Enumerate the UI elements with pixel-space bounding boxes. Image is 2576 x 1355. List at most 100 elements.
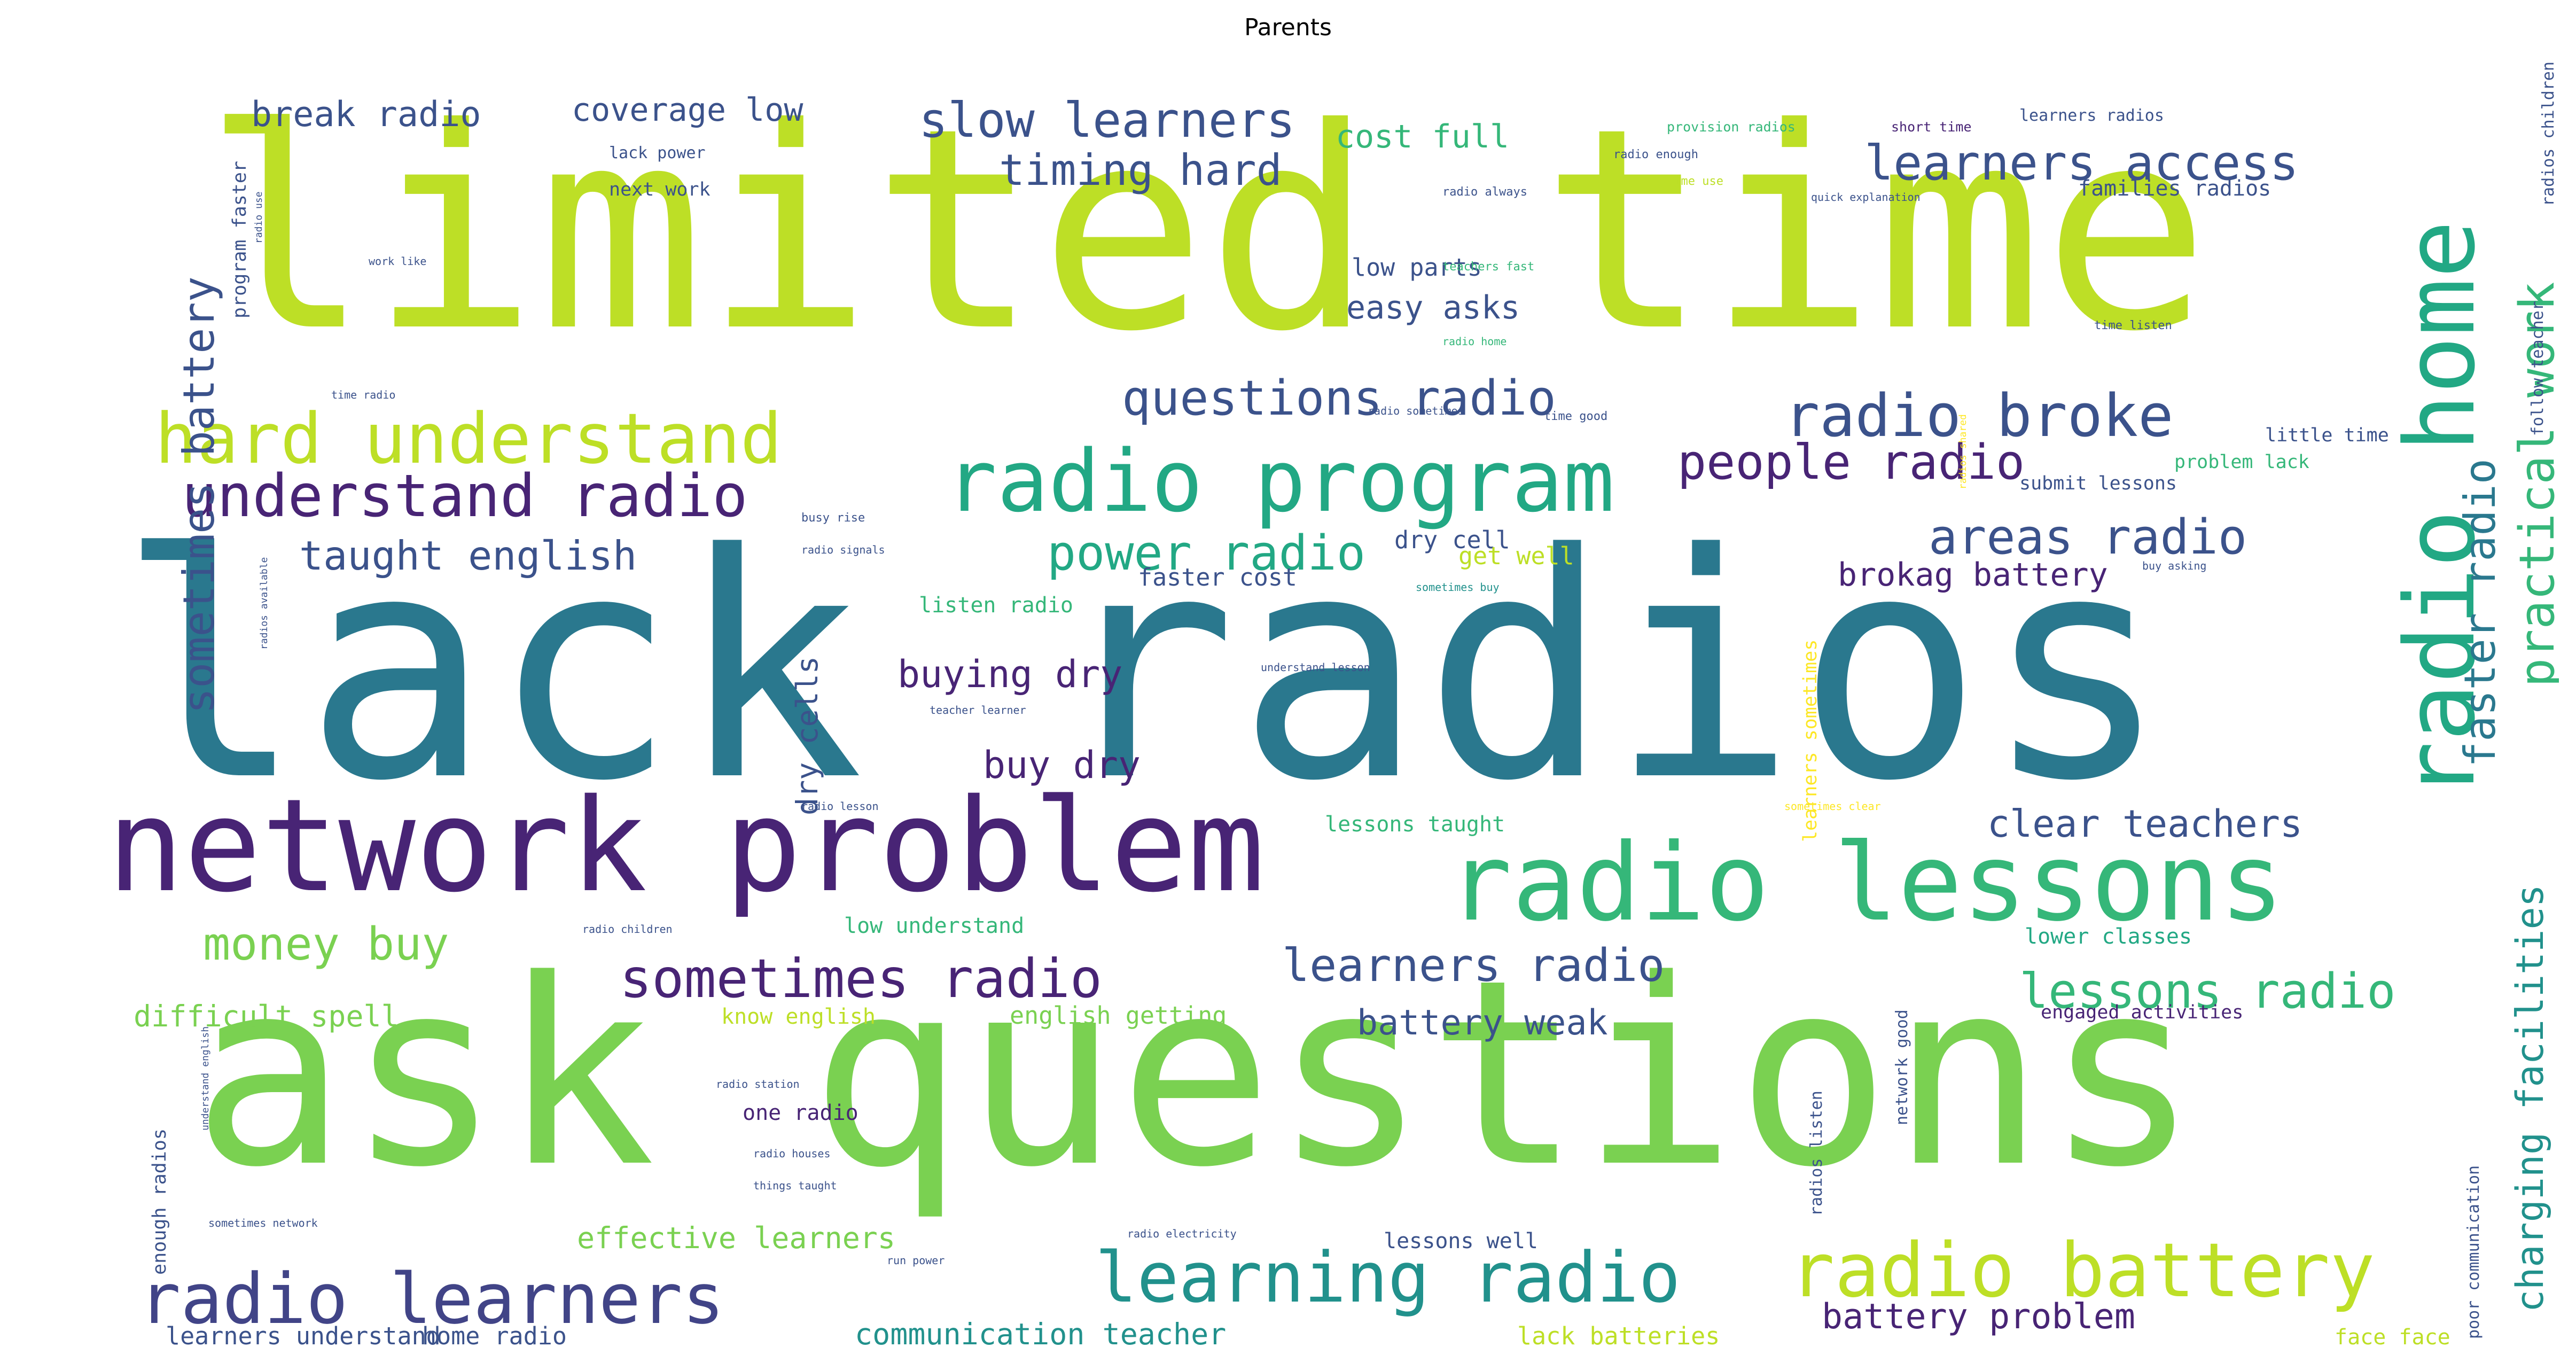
cloud-word: families radios bbox=[2078, 176, 2271, 201]
cloud-word: quick explanation bbox=[1811, 191, 1921, 204]
cloud-word: effective learners bbox=[577, 1221, 895, 1255]
cloud-word: dry cell bbox=[1394, 526, 1510, 554]
cloud-word: low parts bbox=[1352, 253, 1482, 282]
cloud-word: radios children bbox=[2539, 61, 2558, 206]
cloud-word: faster radio bbox=[2455, 458, 2505, 767]
cloud-word: buy dry bbox=[983, 743, 1141, 787]
cloud-word: questions radio bbox=[1122, 370, 1556, 426]
cloud-word: learners understand bbox=[166, 1322, 441, 1350]
cloud-word: buy asking bbox=[2142, 559, 2206, 572]
cloud-word: things taught bbox=[753, 1179, 837, 1192]
cloud-word: listen radio bbox=[919, 593, 1073, 618]
cloud-word: radio learners bbox=[139, 1258, 724, 1340]
cloud-word: radio enough bbox=[1613, 148, 1698, 161]
cloud-word: areas radio bbox=[1929, 509, 2247, 565]
cloud-word: teacher learner bbox=[930, 704, 1026, 717]
cloud-word: money buy bbox=[203, 918, 449, 971]
cloud-word: work like bbox=[369, 255, 426, 268]
cloud-word: slow learners bbox=[919, 92, 1295, 149]
cloud-word: lack batteries bbox=[1517, 1322, 1720, 1350]
cloud-word: teachers fast bbox=[1442, 260, 1534, 274]
cloud-word: charging facilities bbox=[2508, 884, 2552, 1312]
cloud-word: faster cost bbox=[1138, 563, 1297, 591]
cloud-word: time good bbox=[1544, 410, 1607, 423]
cloud-word: program faster bbox=[229, 161, 251, 318]
cloud-word: low understand bbox=[844, 914, 1024, 938]
cloud-word: problem lack bbox=[2174, 451, 2309, 473]
cloud-word: learners radio bbox=[1282, 939, 1665, 992]
cloud-word: short time bbox=[1891, 119, 1972, 135]
cloud-word: home radio bbox=[422, 1322, 567, 1350]
cloud-word: radios shared bbox=[1957, 414, 1969, 489]
cloud-word: radio sometimes bbox=[1368, 404, 1464, 417]
cloud-word: sometimes radio bbox=[620, 947, 1102, 1010]
cloud-word: radio signals bbox=[801, 543, 885, 556]
cloud-word: sometimes network bbox=[208, 1217, 318, 1229]
cloud-word: know english bbox=[721, 1004, 876, 1029]
cloud-word: lessons well bbox=[1384, 1229, 1538, 1253]
cloud-word: understand radio bbox=[182, 462, 748, 530]
cloud-word: radio use bbox=[253, 191, 264, 244]
cloud-word: poor communication bbox=[2464, 1165, 2483, 1339]
cloud-word: time use bbox=[1667, 175, 1723, 188]
cloud-word: communication teacher bbox=[855, 1317, 1226, 1351]
cloud-word: enough radios bbox=[149, 1128, 170, 1275]
cloud-word: dry cells bbox=[790, 656, 824, 815]
cloud-word: radio always bbox=[1442, 185, 1527, 199]
cloud-word: hard understand bbox=[155, 398, 782, 479]
cloud-word: buying dry bbox=[897, 652, 1122, 696]
cloud-word: coverage low bbox=[572, 91, 803, 129]
cloud-word: lower classes bbox=[2025, 924, 2192, 949]
cloud-word: learning radio bbox=[1095, 1237, 1681, 1318]
cloud-word: difficult spell bbox=[134, 999, 399, 1033]
cloud-word: radio battery bbox=[1790, 1227, 2375, 1314]
cloud-word: radio lesson bbox=[801, 800, 879, 813]
cloud-word: battery weak bbox=[1357, 1003, 1608, 1043]
cloud-word: lack power bbox=[609, 144, 706, 162]
cloud-word: network good bbox=[1893, 1009, 1911, 1125]
cloud-word: radio home bbox=[1442, 335, 1506, 348]
cloud-word: engaged activities bbox=[2041, 1002, 2243, 1023]
cloud-word: network problem bbox=[107, 771, 1264, 921]
cloud-word: learners sometimes bbox=[1800, 640, 1821, 842]
cloud-word: radios listen bbox=[1807, 1091, 1826, 1216]
word-cloud: limited time lack radios ask questionsnetw… bbox=[107, 61, 2559, 1351]
figure-title: Parents bbox=[1244, 14, 1332, 41]
cloud-word: radio station bbox=[716, 1078, 800, 1091]
cloud-word: understand english bbox=[200, 1026, 211, 1131]
cloud-word: follow teacher bbox=[2528, 301, 2547, 436]
cloud-word: power radio bbox=[1047, 525, 1365, 581]
cloud-word: people radio bbox=[1677, 434, 2025, 490]
cloud-word: radios available bbox=[259, 557, 270, 650]
cloud-word: ask questions bbox=[192, 925, 2199, 1224]
cloud-word: submit lessons bbox=[2019, 473, 2177, 494]
cloud-word: busy rise bbox=[801, 511, 865, 525]
cloud-word: sometimes battery bbox=[174, 276, 224, 714]
cloud-word: next work bbox=[609, 179, 711, 200]
cloud-word: radio houses bbox=[753, 1147, 831, 1160]
cloud-word: provision radios bbox=[1667, 119, 1796, 135]
cloud-word: english getting bbox=[1010, 1001, 1227, 1030]
cloud-word: face face bbox=[2335, 1325, 2450, 1350]
cloud-word: brokag battery bbox=[1838, 556, 2108, 594]
cloud-word: learners access bbox=[1864, 135, 2299, 191]
cloud-word: radio program bbox=[946, 431, 1614, 531]
cloud-word: clear teachers bbox=[1987, 802, 2302, 846]
cloud-word: radio broke bbox=[1784, 381, 2173, 450]
cloud-word: taught english bbox=[299, 532, 637, 579]
cloud-word: radio lessons bbox=[1448, 821, 2284, 945]
cloud-word: sometimes buy bbox=[1416, 581, 1500, 594]
cloud-word: radio home bbox=[2385, 220, 2496, 799]
cloud-word: easy asks bbox=[1346, 289, 1520, 326]
cloud-word: time radio bbox=[331, 388, 395, 401]
cloud-word: get well bbox=[1458, 542, 1574, 570]
cloud-word: limited time bbox=[203, 68, 2210, 392]
cloud-word: run power bbox=[887, 1254, 944, 1267]
cloud-word: one radio bbox=[743, 1101, 858, 1125]
cloud-word: learners radios bbox=[2019, 106, 2164, 125]
cloud-word: lessons taught bbox=[1325, 812, 1505, 837]
cloud-word: break radio bbox=[251, 95, 481, 135]
cloud-word: time listen bbox=[2094, 319, 2172, 332]
cloud-word: understand lesson bbox=[1261, 661, 1370, 674]
cloud-word: cost full bbox=[1336, 118, 1509, 155]
